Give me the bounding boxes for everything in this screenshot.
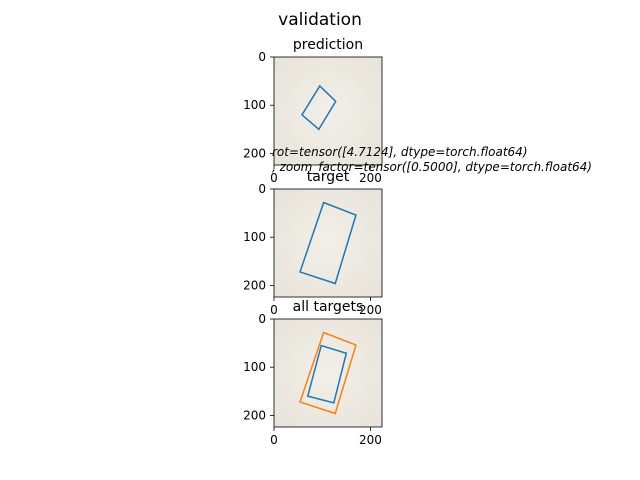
y-tick-label: 100 [243, 230, 266, 244]
y-tick-label: 0 [258, 50, 266, 64]
x-tick-label: 0 [270, 303, 278, 317]
image-background [274, 57, 382, 165]
x-tick-label: 200 [359, 433, 382, 447]
y-tick-label: 0 [258, 312, 266, 326]
y-tick-label: 200 [243, 146, 266, 160]
axes-title: all targets [293, 299, 364, 315]
x-tick-label: 0 [270, 171, 278, 185]
axes-frame [273, 188, 383, 298]
bounding-box-2 [299, 331, 357, 415]
figure-suptitle: validation [278, 10, 362, 30]
axes-title: prediction [293, 37, 363, 53]
x-tick-label: 200 [359, 171, 382, 185]
y-tick-label: 100 [243, 360, 266, 374]
annotation-line-zoom: , zoom_factor=tensor([0.5000], dtype=tor… [272, 160, 592, 174]
axes-title: target [307, 169, 350, 185]
axes-frame [273, 56, 383, 166]
bounding-box-1 [299, 201, 357, 285]
image-background [274, 189, 382, 297]
annotation-line-rot: rot=tensor([4.7124], dtype=torch.float64… [272, 145, 528, 159]
x-tick-label: 0 [270, 433, 278, 447]
axes-frame [273, 318, 383, 428]
y-tick-label: 0 [258, 182, 266, 196]
bounding-box-1 [306, 344, 348, 404]
y-tick-label: 200 [243, 408, 266, 422]
y-tick-label: 100 [243, 98, 266, 112]
x-tick-label: 200 [359, 303, 382, 317]
target-axes: 0 100 200 0 200 target [243, 169, 383, 317]
image-background [274, 319, 382, 427]
prediction-axes: 0 100 200 0 200 prediction [243, 37, 383, 185]
bounding-box-1 [300, 84, 337, 131]
y-tick-label: 200 [243, 278, 266, 292]
